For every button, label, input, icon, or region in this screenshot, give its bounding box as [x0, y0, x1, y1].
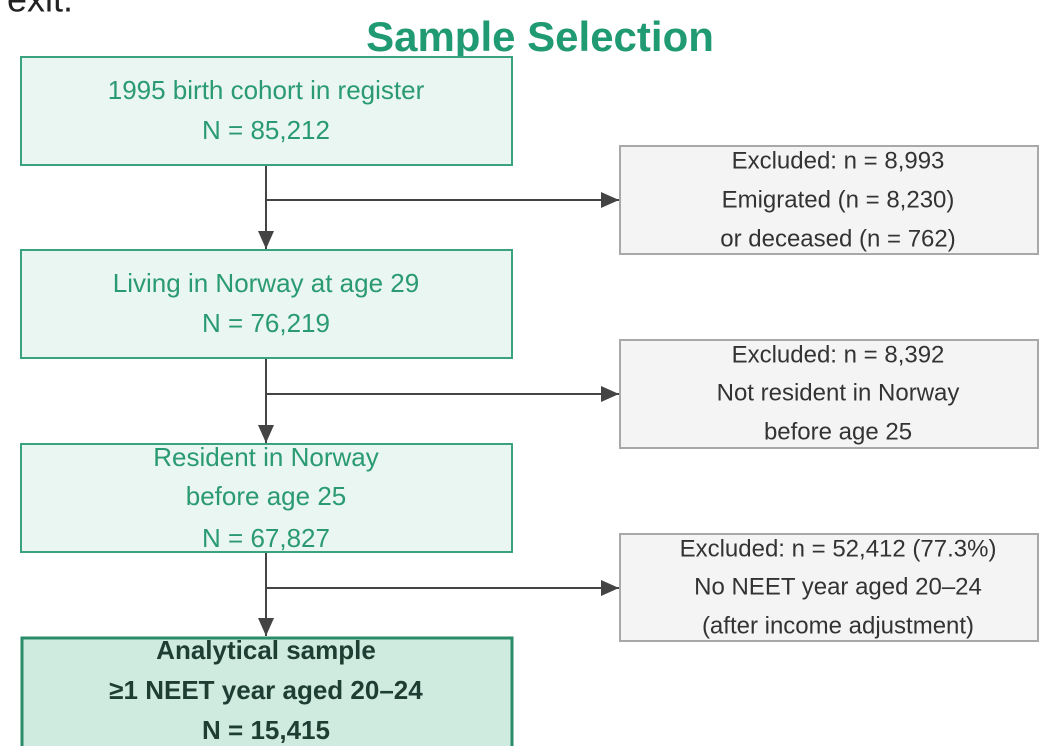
step-text: Living in Norway at age 29 [113, 268, 419, 298]
step-text: Resident in Norway [153, 442, 378, 472]
final-box: Analytical sample ≥1 NEET year aged 20–2… [20, 635, 514, 746]
exclusion-text: or deceased (n = 762) [720, 225, 956, 252]
exclusion-text: Excluded: n = 8,993 [732, 147, 945, 174]
step-text: N = 67,827 [202, 523, 330, 553]
exclusion-box: Excluded: n = 8,392 Not resident in Norw… [619, 339, 1039, 449]
step-box: 1995 birth cohort in register N = 85,212 [20, 56, 513, 166]
step-text: N = 85,212 [202, 115, 330, 145]
step-text: N = 76,219 [202, 308, 330, 338]
final-text: ≥1 NEET year aged 20–24 [109, 675, 423, 705]
exclusion-text: before age 25 [764, 418, 912, 445]
exclusion-text: Excluded: n = 8,392 [732, 341, 945, 368]
exclusion-text: No NEET year aged 20–24 [694, 573, 982, 600]
final-text: N = 15,415 [202, 715, 330, 745]
exclusion-text: Not resident in Norway [717, 379, 960, 406]
exclusion-text: Emigrated (n = 8,230) [722, 186, 955, 213]
exclusion-text: (after income adjustment) [702, 612, 974, 639]
step-box: Resident in Norway before age 25 N = 67,… [20, 442, 513, 553]
step-text: 1995 birth cohort in register [108, 75, 425, 105]
title: Sample Selection [366, 13, 714, 60]
step-box: Living in Norway at age 29 N = 76,219 [20, 249, 513, 359]
exclusion-box: Excluded: n = 8,993 Emigrated (n = 8,230… [619, 145, 1039, 255]
exclusion-text: Excluded: n = 52,412 (77.3%) [680, 535, 997, 562]
exclusion-box: Excluded: n = 52,412 (77.3%) No NEET yea… [619, 533, 1039, 642]
connectors [258, 165, 619, 636]
final-text: Analytical sample [156, 635, 376, 665]
step-text: before age 25 [186, 481, 346, 511]
cut-text: exit. [7, 0, 73, 20]
